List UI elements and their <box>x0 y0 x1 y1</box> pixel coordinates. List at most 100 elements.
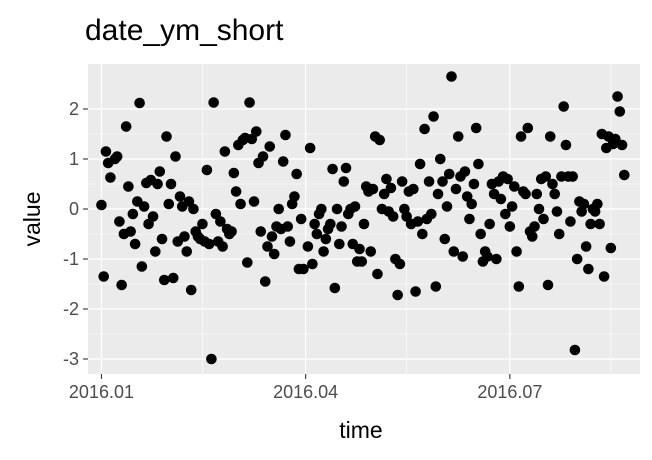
data-point <box>417 228 428 240</box>
data-point <box>475 228 486 240</box>
data-point <box>203 238 215 250</box>
data-point <box>410 286 421 297</box>
data-point <box>430 281 442 292</box>
data-point <box>506 201 518 212</box>
data-point <box>452 131 464 142</box>
data-point <box>262 241 273 252</box>
data-point <box>201 164 213 176</box>
data-point <box>120 121 132 132</box>
y-tick-label: 1 <box>69 149 79 169</box>
data-point <box>277 156 289 167</box>
data-point <box>206 353 217 365</box>
data-point <box>136 261 148 272</box>
data-point <box>235 198 246 210</box>
data-point <box>468 178 480 190</box>
data-point <box>96 199 107 211</box>
data-point <box>340 162 352 174</box>
x-tick-label: 2016.01 <box>69 382 134 402</box>
data-point <box>448 246 460 257</box>
data-point <box>338 176 350 187</box>
data-point <box>473 158 484 170</box>
data-point <box>307 258 318 270</box>
chart-title: date_ym_short <box>85 14 284 47</box>
data-point <box>509 181 520 192</box>
data-point <box>408 183 419 195</box>
data-point <box>526 231 538 242</box>
data-point <box>156 233 168 245</box>
data-point <box>569 344 581 356</box>
data-point <box>163 198 175 210</box>
y-tick-label: -1 <box>63 249 79 269</box>
data-point <box>531 188 543 200</box>
data-point <box>320 233 332 245</box>
data-point <box>215 216 226 227</box>
data-point <box>618 169 630 181</box>
data-point <box>432 188 444 200</box>
data-point <box>129 238 141 250</box>
data-point <box>605 242 617 254</box>
data-point <box>592 198 603 210</box>
data-point <box>334 238 345 250</box>
x-tick-label: 2016.04 <box>273 382 338 402</box>
data-point <box>571 253 583 265</box>
data-point <box>329 282 341 294</box>
data-point <box>349 201 361 212</box>
data-point <box>385 182 397 194</box>
data-point <box>273 203 285 215</box>
data-point <box>268 248 280 260</box>
data-point <box>282 221 294 232</box>
data-point <box>484 218 495 230</box>
data-point <box>302 241 314 252</box>
data-point <box>515 131 527 142</box>
data-point <box>134 97 145 109</box>
data-point <box>491 253 502 265</box>
y-axis-label: value <box>19 192 45 247</box>
data-point <box>185 284 197 296</box>
data-point <box>284 236 296 247</box>
data-point <box>616 139 628 151</box>
data-point <box>325 218 336 230</box>
data-point <box>264 141 276 152</box>
data-point <box>504 221 516 232</box>
data-point <box>354 243 365 255</box>
y-tick-label: -3 <box>63 349 79 369</box>
data-point <box>522 122 534 134</box>
data-point <box>226 226 237 237</box>
data-point <box>179 231 190 242</box>
data-point <box>437 176 448 187</box>
data-point <box>540 171 552 182</box>
data-point <box>174 191 186 202</box>
x-tick-label: 2016.07 <box>477 382 542 402</box>
data-point <box>150 246 161 257</box>
data-point <box>414 158 426 170</box>
data-point <box>580 241 592 252</box>
data-point <box>482 251 493 262</box>
data-point <box>123 181 134 192</box>
data-point <box>614 106 626 117</box>
data-point <box>336 221 347 232</box>
data-point <box>242 257 253 268</box>
data-point <box>98 271 110 282</box>
data-point <box>208 97 219 108</box>
data-point <box>280 129 291 141</box>
data-point <box>464 213 475 225</box>
data-point <box>394 258 406 270</box>
data-point <box>423 176 435 187</box>
data-point <box>250 126 262 137</box>
data-point <box>520 188 531 200</box>
data-point <box>500 208 511 220</box>
data-point <box>230 186 242 197</box>
data-point <box>327 163 338 175</box>
data-point <box>553 228 565 240</box>
data-point <box>560 139 572 151</box>
data-point <box>125 226 136 237</box>
data-point <box>392 289 403 301</box>
data-point <box>583 263 594 275</box>
data-point <box>549 188 561 200</box>
data-point <box>304 142 316 154</box>
data-point <box>127 208 139 220</box>
data-point <box>257 151 269 162</box>
data-point <box>381 173 392 185</box>
data-point <box>147 211 159 222</box>
data-point <box>154 166 166 177</box>
